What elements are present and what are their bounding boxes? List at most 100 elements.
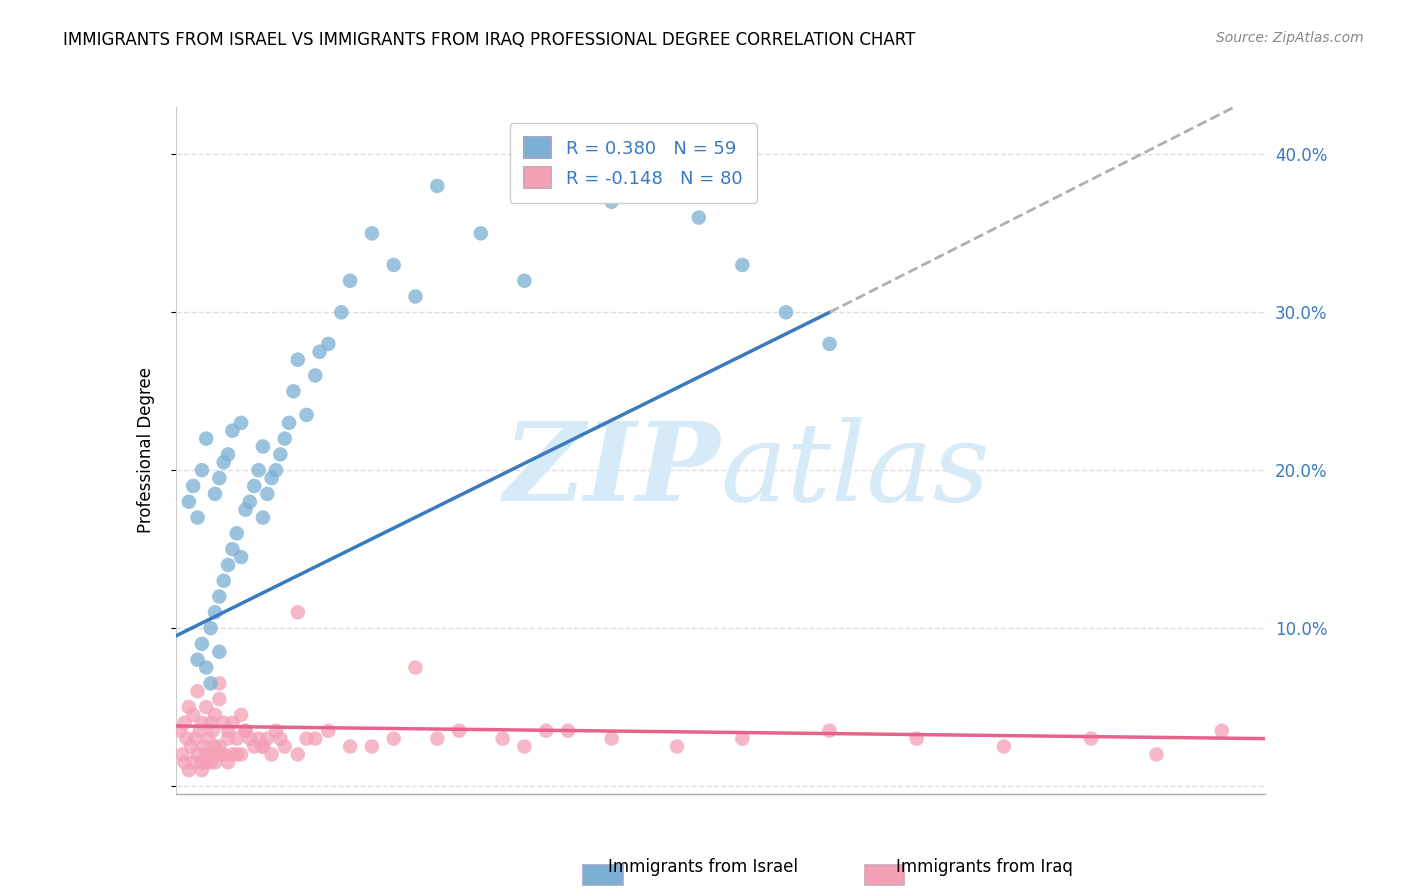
Point bbox=[318, 723, 340, 738]
Point bbox=[731, 731, 754, 746]
Point bbox=[405, 660, 427, 674]
Point bbox=[287, 352, 309, 367]
Point bbox=[191, 637, 214, 651]
Point bbox=[191, 463, 214, 477]
Point bbox=[200, 747, 222, 762]
Point bbox=[181, 756, 204, 770]
Point bbox=[212, 747, 235, 762]
Point bbox=[269, 447, 291, 461]
Point bbox=[247, 463, 270, 477]
Text: ZIP: ZIP bbox=[503, 417, 721, 524]
Point bbox=[905, 731, 928, 746]
Point bbox=[252, 510, 274, 524]
Point bbox=[231, 549, 253, 564]
Point bbox=[513, 739, 536, 754]
Point bbox=[208, 645, 231, 659]
Point bbox=[382, 731, 405, 746]
Point bbox=[181, 479, 204, 493]
Point bbox=[513, 274, 536, 288]
Point bbox=[600, 731, 623, 746]
Point bbox=[269, 731, 291, 746]
Point bbox=[204, 605, 226, 619]
Point bbox=[204, 739, 226, 754]
Point bbox=[252, 739, 274, 754]
Point bbox=[247, 731, 270, 746]
Point bbox=[231, 747, 253, 762]
Point bbox=[191, 756, 214, 770]
Point bbox=[184, 731, 207, 746]
Point bbox=[252, 440, 274, 454]
Point bbox=[225, 731, 247, 746]
Point bbox=[1211, 723, 1233, 738]
Point bbox=[173, 715, 195, 730]
Point bbox=[204, 756, 226, 770]
Point bbox=[217, 756, 239, 770]
Point bbox=[221, 715, 243, 730]
Point bbox=[217, 731, 239, 746]
Point bbox=[361, 227, 384, 241]
Point bbox=[172, 747, 194, 762]
Point bbox=[212, 715, 235, 730]
Point bbox=[731, 258, 754, 272]
Point bbox=[200, 676, 222, 690]
Legend: R = 0.380   N = 59, R = -0.148   N = 80: R = 0.380 N = 59, R = -0.148 N = 80 bbox=[510, 123, 756, 202]
FancyBboxPatch shape bbox=[583, 865, 623, 885]
Point bbox=[200, 621, 222, 635]
Point bbox=[283, 384, 305, 399]
Point bbox=[492, 731, 515, 746]
Point bbox=[818, 723, 841, 738]
Point bbox=[173, 756, 195, 770]
Point bbox=[217, 447, 239, 461]
Point bbox=[308, 344, 330, 359]
Point bbox=[195, 756, 218, 770]
Point bbox=[252, 739, 274, 754]
Point bbox=[208, 471, 231, 485]
Point bbox=[274, 432, 297, 446]
Point bbox=[339, 739, 361, 754]
Point bbox=[260, 471, 283, 485]
Point bbox=[243, 739, 266, 754]
Point bbox=[200, 756, 222, 770]
Point bbox=[666, 739, 689, 754]
Point bbox=[231, 707, 253, 722]
Point bbox=[180, 739, 202, 754]
Point bbox=[221, 424, 243, 438]
Point bbox=[200, 715, 222, 730]
Point bbox=[193, 739, 215, 754]
Point bbox=[600, 194, 623, 209]
Point bbox=[287, 747, 309, 762]
Point bbox=[426, 179, 449, 194]
Point bbox=[239, 731, 262, 746]
Point bbox=[295, 731, 318, 746]
Point bbox=[470, 227, 492, 241]
Text: Source: ZipAtlas.com: Source: ZipAtlas.com bbox=[1216, 31, 1364, 45]
Point bbox=[169, 723, 191, 738]
Point bbox=[195, 660, 218, 674]
Point bbox=[204, 707, 226, 722]
Point bbox=[181, 707, 204, 722]
Point bbox=[274, 739, 297, 754]
Point bbox=[225, 747, 247, 762]
Point bbox=[256, 731, 278, 746]
Point bbox=[264, 463, 287, 477]
Point bbox=[264, 723, 287, 738]
Point bbox=[208, 676, 231, 690]
Point bbox=[243, 479, 266, 493]
Point bbox=[186, 684, 209, 698]
Point bbox=[557, 723, 579, 738]
Point bbox=[177, 495, 200, 509]
Point bbox=[221, 542, 243, 557]
Point bbox=[993, 739, 1015, 754]
Point bbox=[644, 163, 666, 178]
Point bbox=[195, 432, 218, 446]
Point bbox=[195, 747, 218, 762]
Point bbox=[212, 574, 235, 588]
Point bbox=[287, 605, 309, 619]
Point bbox=[361, 739, 384, 754]
Point bbox=[1080, 731, 1102, 746]
Point bbox=[212, 455, 235, 469]
Point bbox=[295, 408, 318, 422]
Text: atlas: atlas bbox=[721, 417, 990, 524]
Point bbox=[557, 179, 579, 194]
Point bbox=[318, 337, 340, 351]
